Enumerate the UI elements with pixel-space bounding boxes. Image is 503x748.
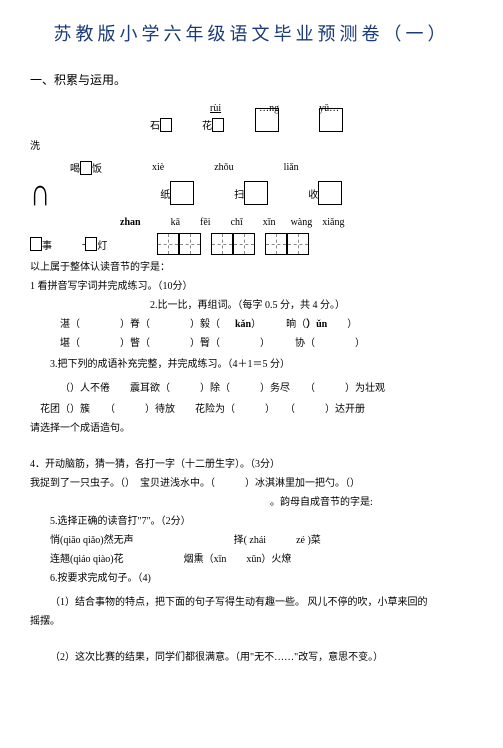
- pinyin-label: zhan: [120, 217, 141, 228]
- pinyin-label: xiè: [152, 162, 164, 173]
- char-label: 饭: [92, 160, 102, 175]
- sentence-text: 摇摆。: [30, 614, 473, 630]
- pinyin-label: …ng: [259, 103, 279, 114]
- box: [30, 237, 42, 251]
- pinyin-label: xiǎng: [322, 217, 344, 228]
- box: [212, 118, 224, 132]
- sentence-text: （1）结合事物的特点，把下面的句子写得生动有趣一些。 风儿不停的吹，小草来回的: [30, 595, 473, 611]
- idiom-line: （）人不倦 震耳欲（ ）除（ ）务尽 （ ）为壮观: [30, 381, 473, 397]
- word-item: 协（: [295, 336, 315, 352]
- pinyin-label: zhǒu: [214, 162, 233, 173]
- word-item: 臀（: [200, 336, 220, 352]
- tian-box: [233, 233, 255, 255]
- tian-box: [157, 233, 179, 255]
- pinyin-label: wàng: [291, 217, 313, 228]
- pinyin-label: fēi: [200, 217, 211, 228]
- question-text: 1 看拼音写字词并完成练习。（10分）: [30, 279, 473, 295]
- question-text: 5.选择正确的读音打"7"。（2分）: [30, 514, 473, 530]
- sentence-text: （2）这次比赛的结果，同学们都很满意。（用"无不……"改写，意思不变。）: [30, 650, 473, 666]
- pinyin-label: kā: [171, 217, 180, 228]
- box: [85, 237, 97, 251]
- document-title: 苏教版小学六年级语文毕业预测卷（一）: [30, 20, 473, 46]
- tian-box: [287, 233, 309, 255]
- char-label: 洗: [30, 141, 40, 152]
- char-label: 收: [308, 186, 318, 201]
- pinyin-label: xīn: [263, 217, 276, 228]
- riddle-line: 我捉到了一只虫子。（） 宝贝进浅水中。（ ）冰淇淋里加一把勺。（）: [30, 476, 473, 492]
- instruction-text: 以上属于整体认读音节的字是：: [30, 260, 473, 276]
- pinyin-choice: 悄(qiāo qiǎo)然无声 择( zhái zé )菜: [30, 533, 473, 549]
- box: [160, 118, 172, 132]
- box: [170, 181, 194, 205]
- word-item: 瞥（: [130, 336, 150, 352]
- word-item: 晌（: [286, 317, 306, 333]
- char-label: 纸: [160, 186, 170, 201]
- pinyin-label: yǔ…: [319, 103, 339, 114]
- question-text: 6.按要求完成句子。（4): [30, 571, 473, 587]
- char-label: 事: [42, 237, 52, 252]
- instruction-text: 请选择一个成语造句。: [30, 421, 473, 437]
- pinyin-label: rùi: [210, 103, 221, 114]
- char-label: 灯: [97, 237, 107, 252]
- tian-box: [265, 233, 287, 255]
- pinyin-label: chī: [231, 217, 243, 228]
- pinyin-label: ）ǔn: [306, 317, 327, 333]
- pinyin-label: liǎn: [284, 162, 299, 173]
- word-item: 堪（: [60, 336, 80, 352]
- char-label: 扫: [234, 186, 244, 201]
- word-item: 湛（: [60, 317, 80, 333]
- idiom-line: 花团（）簇 （ ）待放 花险为（ ） （ ）达开册: [30, 402, 473, 418]
- box: [80, 161, 92, 175]
- question-text: 4．开动脑筋，猜一猜，各打一字（十二册生字）。（3分）: [30, 457, 473, 473]
- note-text: 。韵母自成音节的字是:: [30, 495, 473, 511]
- box: [244, 181, 268, 205]
- question-text: 2.比一比，再组词。（每字 0.5 分，共 4 分。）: [30, 298, 473, 314]
- word-item: 脊（: [130, 317, 150, 333]
- pinyin-label: kǎn: [235, 317, 251, 333]
- tian-box: [179, 233, 201, 255]
- decorative-letter: ∩: [30, 171, 50, 216]
- char-label: 花: [202, 117, 212, 132]
- box: [318, 181, 342, 205]
- pinyin-choice: 连翘(qiáo qiào)花 烟熏（xīn xūn）火燎: [30, 552, 473, 568]
- word-item: 毅（: [200, 317, 220, 333]
- section-header: 一、积累与运用。: [30, 71, 473, 88]
- char-label: 喝: [70, 160, 80, 175]
- char-label: 石: [150, 117, 160, 132]
- tian-box: [211, 233, 233, 255]
- question-text: 3.把下列的成语补充完整，并完成练习。（4＋1＝5 分）: [30, 357, 473, 373]
